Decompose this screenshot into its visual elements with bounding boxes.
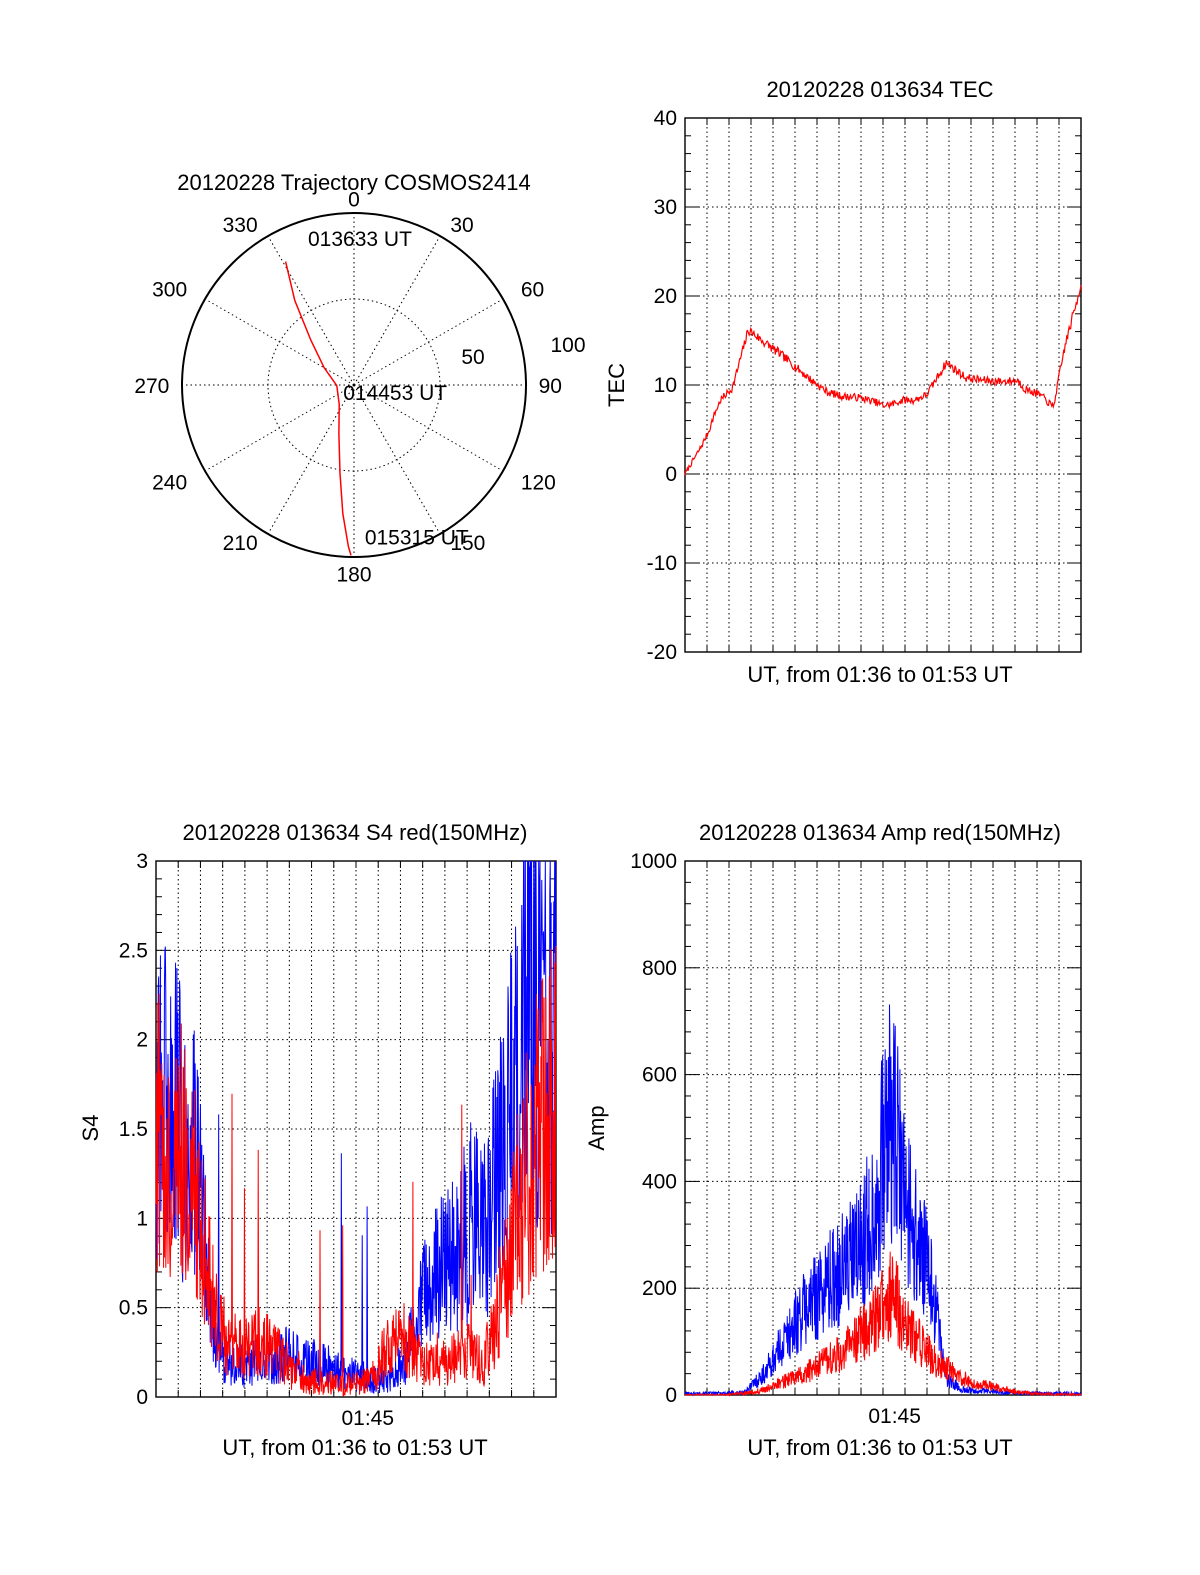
polar-spoke (353, 298, 504, 386)
s4-ytick-label: 1.5 (119, 1118, 148, 1141)
tec-ytick-label: 30 (654, 196, 677, 219)
tec-title: 20120228 013634 TEC (766, 77, 993, 102)
amp-chart: 20120228 013634 Amp red(150MHz) UT, from… (584, 820, 1082, 1460)
polar-angle-label: 330 (223, 214, 258, 237)
tec-series-line (684, 285, 1082, 476)
amp-y-axis-label: Amp (584, 1105, 609, 1150)
tec-y-axis-label: TEC (604, 363, 629, 407)
tec-ytick-label: 40 (654, 107, 677, 130)
s4-title: 20120228 013634 S4 red(150MHz) (183, 820, 528, 845)
polar-radius-labels: 50 100 (461, 334, 585, 369)
polar-angle-label: 300 (152, 279, 187, 302)
s4-ytick-label: 3 (136, 850, 148, 873)
s4-chart: 20120228 013634 S4 red(150MHz) UT, from … (78, 820, 557, 1460)
trajectory-line (284, 261, 352, 556)
amp-ytick-label: 800 (642, 957, 677, 980)
polar-angle-label: 0 (348, 188, 360, 211)
tec-ytick-label: 10 (654, 374, 677, 397)
polar-start-time: 013633 UT (308, 228, 412, 251)
amp-title: 20120228 013634 Amp red(150MHz) (699, 820, 1061, 845)
polar-spoke (204, 298, 355, 386)
polar-angle-label: 60 (521, 279, 544, 302)
trajectory-polar-chart: 20120228 Trajectory COSMOS2414 0 30 60 90 12… (134, 170, 585, 587)
s4-ytick-label: 1 (136, 1207, 148, 1230)
polar-outer-ring (181, 212, 527, 558)
tec-ytick-label: -20 (647, 641, 677, 664)
s4-xtick-label: 01:45 (341, 1407, 394, 1430)
tec-ytick-label: 0 (665, 463, 677, 486)
polar-end-time: 015315 UT (365, 527, 469, 550)
s4-ytick-label: 2 (136, 1029, 148, 1052)
polar-radius-label: 50 (461, 346, 484, 369)
polar-spoke (267, 384, 355, 535)
polar-radius-label: 100 (550, 334, 585, 357)
polar-angle-label: 120 (521, 471, 556, 494)
amp-series-red (684, 1251, 1082, 1397)
polar-spoke (353, 235, 441, 386)
polar-spoke (204, 384, 355, 472)
polar-time-annotations: 013633 UT 014453 UT 015315 UT (308, 228, 469, 550)
tec-grid: -20 -10 0 10 20 30 40 (647, 107, 1082, 664)
tec-ytick-label: 20 (654, 285, 677, 308)
amp-ytick-label: 400 (642, 1170, 677, 1193)
polar-title: 20120228 Trajectory COSMOS2414 (177, 170, 530, 195)
amp-ytick-label: 0 (665, 1384, 677, 1407)
polar-angle-label: 30 (450, 214, 473, 237)
tec-x-axis-label: UT, from 01:36 to 01:53 UT (747, 662, 1012, 687)
amp-plot-frame (684, 860, 1082, 1396)
s4-ytick-label: 2.5 (119, 939, 148, 962)
tec-ytick-label: -10 (647, 552, 677, 575)
s4-series-red (155, 945, 557, 1397)
amp-x-axis-label: UT, from 01:36 to 01:53 UT (747, 1435, 1012, 1460)
s4-series-blue (155, 860, 557, 1394)
polar-grid (181, 212, 527, 558)
amp-ytick-label: 1000 (630, 850, 677, 873)
amp-xtick-label: 01:45 (868, 1405, 921, 1428)
s4-y-axis-label: S4 (78, 1115, 103, 1142)
polar-ring-50 (267, 298, 441, 472)
amp-ytick-label: 200 (642, 1277, 677, 1300)
s4-ytick-label: 0.5 (119, 1297, 148, 1320)
s4-x-axis-label: UT, from 01:36 to 01:53 UT (222, 1435, 487, 1460)
s4-ytick-label: 0 (136, 1386, 148, 1409)
tec-plot-frame (684, 117, 1082, 653)
polar-spoke (353, 384, 441, 535)
polar-spoke (267, 235, 355, 386)
polar-angle-label: 240 (152, 471, 187, 494)
polar-mid-time: 014453 UT (343, 382, 447, 405)
polar-angle-label: 90 (539, 375, 562, 398)
amp-ytick-label: 600 (642, 1064, 677, 1087)
polar-angle-label: 180 (336, 564, 371, 587)
tec-chart: 20120228 013634 TEC -20 -10 0 10 20 30 40 UT, … (604, 77, 1082, 687)
polar-angle-label: 270 (134, 375, 169, 398)
polar-angle-label: 150 (450, 532, 485, 555)
polar-angle-labels: 0 30 60 90 120 150 180 210 240 270 300 330 (134, 188, 562, 586)
polar-angle-label: 210 (223, 532, 258, 555)
